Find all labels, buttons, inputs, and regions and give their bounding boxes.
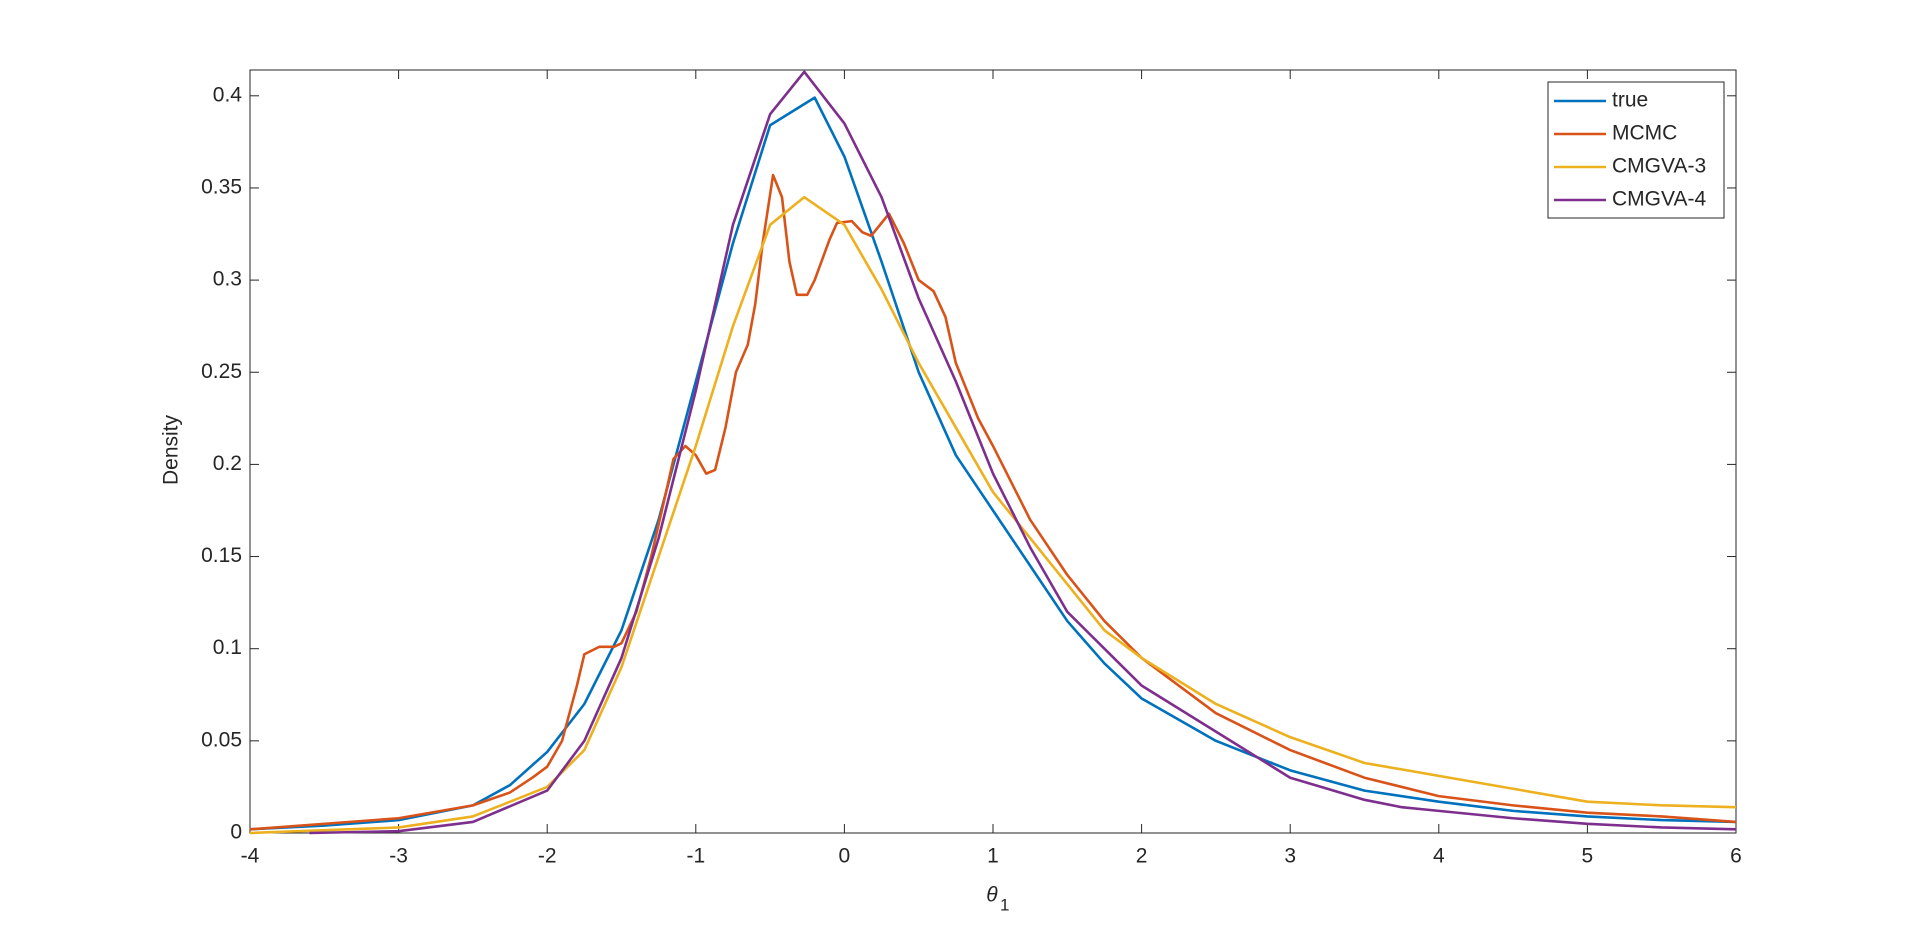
legend-box (1547, 81, 1725, 219)
x-tick-label: 3 (1284, 845, 1296, 868)
legend-label: MCMC (1612, 122, 1677, 145)
x-axis-label: θ (986, 884, 998, 907)
y-tick-label: 0.35 (201, 175, 242, 198)
x-tick-label: -2 (538, 845, 557, 868)
y-tick-label: 0.1 (213, 636, 242, 659)
y-axis-label: Density (160, 414, 183, 485)
y-tick-label: 0.2 (213, 452, 242, 475)
x-axis-label-subscript: 1 (1000, 895, 1009, 914)
x-tick-label: 4 (1433, 845, 1445, 868)
x-tick-label: 6 (1730, 845, 1742, 868)
x-tick-label: 2 (1136, 845, 1148, 868)
y-tick-label: 0 (230, 821, 242, 844)
legend: true MCMC CMGVA-3 CMGVA-4 (1547, 81, 1725, 219)
series-line (249, 173, 1737, 831)
legend-label: true (1612, 89, 1648, 112)
series-line (309, 70, 1737, 835)
y-tick-label: 0.4 (213, 83, 243, 106)
legend-label: CMGVA-3 (1612, 155, 1706, 178)
y-tick-label: 0.15 (201, 544, 242, 567)
y-tick-label: 0.25 (201, 360, 242, 383)
y-tick-label: 0.05 (201, 728, 242, 751)
series-line (249, 96, 1737, 831)
legend-label: CMGVA-4 (1612, 188, 1706, 211)
x-tick-label: 1 (987, 845, 999, 868)
x-tick-label: -1 (686, 845, 705, 868)
x-tick-label: 5 (1582, 845, 1594, 868)
x-tick-label: -3 (389, 845, 408, 868)
y-tick-label: 0.3 (213, 268, 242, 291)
x-tick-label: -4 (241, 845, 260, 868)
plot-area (249, 69, 1737, 834)
series-line (249, 195, 1737, 835)
x-tick-label: 0 (839, 845, 851, 868)
